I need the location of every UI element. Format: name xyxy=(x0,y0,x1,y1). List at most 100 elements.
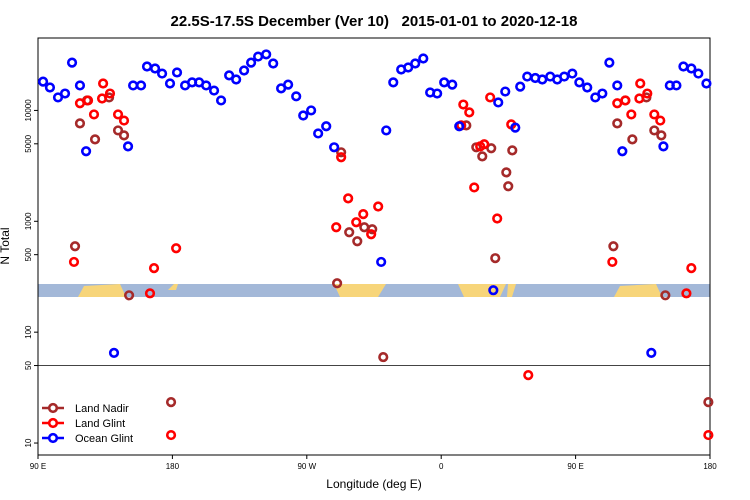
marker xyxy=(634,93,645,104)
x-tick-label: 90 E xyxy=(30,462,46,471)
land-strip xyxy=(614,284,662,297)
marker xyxy=(104,88,116,99)
marker xyxy=(283,79,294,90)
marker xyxy=(118,115,130,126)
map-strip xyxy=(38,284,710,297)
y-tick-label: 1000 xyxy=(24,212,33,230)
series xyxy=(68,78,714,441)
x-tick-label: 90 E xyxy=(567,462,583,471)
marker xyxy=(620,95,631,106)
marker xyxy=(671,80,682,91)
marker xyxy=(597,88,608,99)
marker xyxy=(658,141,669,152)
marker xyxy=(381,125,392,136)
marker xyxy=(37,76,49,87)
land-strip xyxy=(507,284,516,297)
marker xyxy=(148,263,160,274)
marker xyxy=(656,130,667,141)
legend-marker xyxy=(47,417,59,429)
land-strip xyxy=(168,284,178,290)
marker xyxy=(291,91,302,102)
marker xyxy=(582,82,593,93)
marker xyxy=(74,118,86,129)
marker xyxy=(74,98,86,109)
marker xyxy=(82,95,94,106)
marker xyxy=(488,285,499,296)
series xyxy=(37,49,712,359)
marker xyxy=(703,429,714,441)
marker xyxy=(352,236,363,247)
marker xyxy=(378,351,389,363)
marker xyxy=(69,241,81,252)
marker xyxy=(617,146,628,157)
marker xyxy=(604,57,615,68)
marker xyxy=(574,77,585,88)
marker xyxy=(559,71,570,82)
marker xyxy=(686,263,697,274)
marker xyxy=(358,209,369,220)
marker xyxy=(122,141,134,152)
legend-marker xyxy=(47,402,59,414)
marker xyxy=(306,105,317,116)
marker xyxy=(245,57,257,68)
marker xyxy=(68,256,80,268)
marker xyxy=(626,109,637,120)
marker xyxy=(492,213,503,224)
marker xyxy=(703,397,714,408)
y-tick-label: 500 xyxy=(24,247,33,261)
marker xyxy=(388,77,399,88)
marker xyxy=(612,80,623,91)
marker xyxy=(642,88,653,99)
land-strip xyxy=(78,284,126,297)
y-tick-label: 10 xyxy=(24,438,33,447)
marker xyxy=(686,63,697,74)
x-tick-label: 180 xyxy=(703,462,717,471)
marker xyxy=(332,278,343,289)
marker xyxy=(567,68,578,79)
marker xyxy=(503,181,514,192)
marker xyxy=(238,65,250,76)
legend-label: Land Nadir xyxy=(75,403,129,415)
y-tick-label: 100 xyxy=(24,325,33,339)
legend-label: Land Glint xyxy=(75,418,125,430)
marker xyxy=(44,82,56,93)
marker xyxy=(112,125,124,136)
marker xyxy=(343,193,354,204)
marker xyxy=(500,86,511,97)
marker xyxy=(144,288,156,299)
marker xyxy=(510,122,521,133)
marker xyxy=(418,53,429,64)
land-strip xyxy=(334,284,386,297)
legend-marker xyxy=(47,432,59,444)
marker xyxy=(98,78,109,89)
marker xyxy=(649,109,660,120)
marker xyxy=(313,128,324,139)
marker xyxy=(171,243,182,254)
marker xyxy=(454,121,465,132)
marker xyxy=(485,92,496,103)
marker xyxy=(477,151,488,162)
marker xyxy=(701,78,712,89)
marker xyxy=(607,256,618,268)
marker xyxy=(608,241,619,252)
marker xyxy=(464,107,475,118)
legend: Land Nadir Land Glint Ocean Glint xyxy=(42,402,133,445)
marker xyxy=(336,152,347,163)
marker xyxy=(612,118,623,129)
marker xyxy=(231,74,242,85)
marker xyxy=(344,227,355,238)
marker xyxy=(403,62,414,73)
marker xyxy=(298,110,309,121)
y-axis-label: N Total xyxy=(0,227,12,264)
marker xyxy=(224,70,235,81)
marker xyxy=(96,93,108,104)
marker xyxy=(410,58,421,69)
marker xyxy=(156,68,168,79)
marker xyxy=(164,78,176,89)
marker xyxy=(627,134,638,145)
marker xyxy=(501,167,512,178)
marker xyxy=(646,347,657,359)
marker xyxy=(336,147,347,158)
